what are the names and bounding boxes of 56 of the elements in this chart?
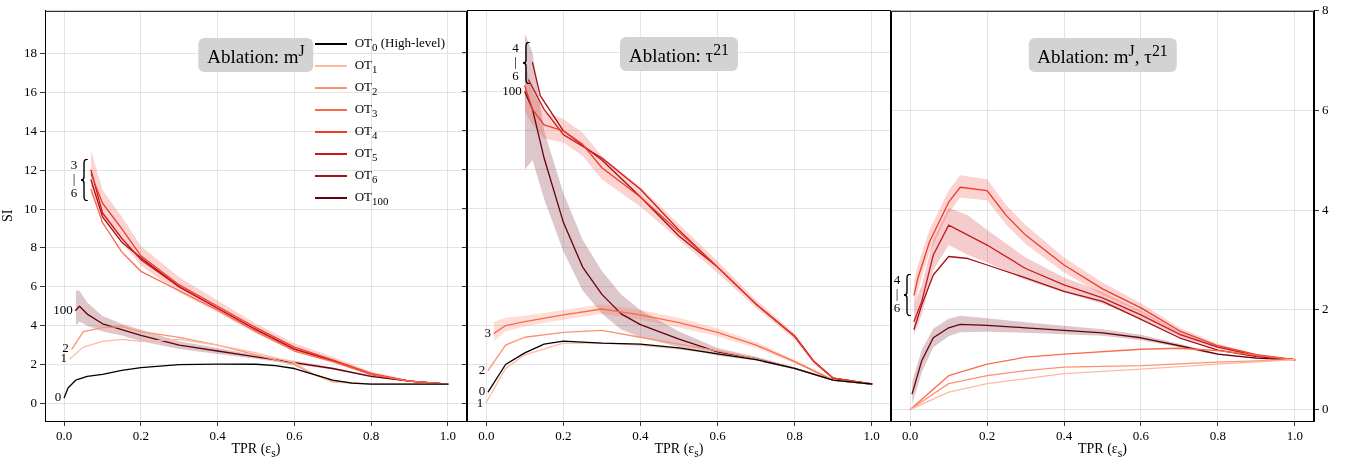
annotation: 4 | 6 [893,272,901,316]
legend-label: OT$_{5}$ [354,144,378,163]
x-tick-label: 0.8 [786,428,803,444]
y-tick-label: 0 [1322,400,1329,416]
x-tick-label: 0.2 [132,428,150,444]
y-tick-label: 12 [24,161,37,177]
x-tick-label: 0.4 [209,428,227,444]
y-tick-label: 0 [30,394,37,410]
x-tick-label: 1.0 [1286,428,1303,444]
y-tick-label: 8 [1322,2,1329,18]
y-tick-label: 4 [1322,201,1329,217]
y-tick-label: 2 [30,356,37,372]
y-tick-label: 2 [1322,301,1329,317]
annotation: 100 [53,301,73,317]
y-tick-label: 8 [30,239,37,255]
x-axis-title: TPR (ε$_{s}$) [654,441,704,460]
x-tick-label: 0.8 [362,428,380,444]
legend-label: OT$_{6}$ [354,166,378,186]
x-tick-label: 0.6 [286,428,303,444]
x-tick-label: 0.2 [555,428,572,444]
annotation: 3 [484,324,491,340]
text: Ablation: m$^{J}$ [198,37,314,73]
y-tick-label: 16 [24,83,38,99]
x-tick-label: 0.4 [1055,428,1073,444]
x-axis-title: TPR (ε$_{s}$) [231,441,281,460]
y-tick-label: 4 [30,317,38,333]
annotation: 4 | 6 [512,40,520,84]
annotation: 0 [54,389,62,405]
x-tick-label: 0.0 [478,428,495,444]
y-tick-label: 14 [24,122,38,138]
legend-label: OT$_{2}$ [354,78,378,97]
x-axis-title: TPR (ε$_{s}$) [1078,441,1127,460]
x-tick-label: 1.0 [439,428,456,444]
x-tick-label: 0.0 [56,428,73,444]
x-tick-label: 0.6 [709,428,727,444]
annotation: 3 | 6 [70,157,78,201]
x-tick-label: 0.0 [902,428,919,444]
x-tick-label: 1.0 [863,428,880,444]
legend-label: OT$_{1}$ [354,56,378,75]
annotation: 2 [478,361,486,377]
x-tick-label: 0.2 [979,428,996,444]
legend-label: OT$_{3}$ [354,100,378,119]
y-tick-label: 6 [30,278,38,294]
text: Ablation: τ$^{21}$ [620,37,738,72]
x-tick-label: 0.4 [632,428,650,444]
x-tick-label: 0.8 [1209,428,1226,444]
legend-label: OT$_{4}$ [354,122,378,141]
y-tick-label: 18 [24,44,37,60]
legend-label: OT$_{100}$ [354,189,389,208]
x-tick-label: 0.6 [1132,428,1150,444]
y-tick-label: 10 [24,200,37,216]
y-axis-title: SI [0,209,16,223]
y-tick-label: 6 [1322,101,1329,117]
text: Ablation: m$^{J}$, τ$^{21}$ [1028,37,1177,73]
annotation: 100 [502,83,522,99]
legend-label: OT$_{0}$ (High-level) [354,34,445,53]
